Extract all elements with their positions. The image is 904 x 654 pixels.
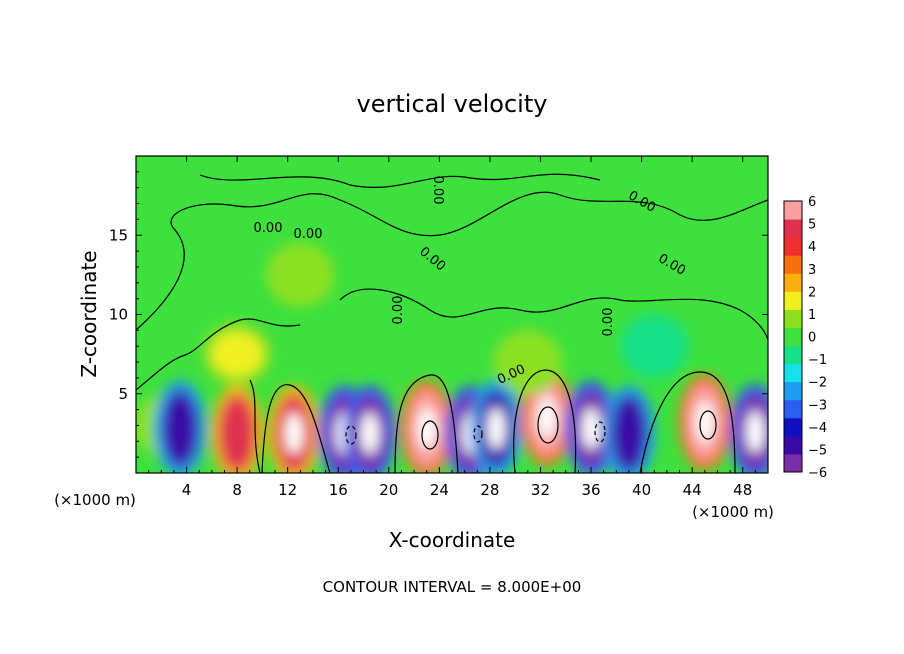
x-tick-label: 4	[182, 481, 192, 499]
colorbar-tick-label: 5	[808, 218, 816, 233]
colorbar-tick-label: 4	[808, 240, 816, 255]
colorbar-tick-label: −2	[808, 376, 827, 391]
contour-label: 0.00	[430, 176, 445, 205]
velocity-cell	[274, 252, 327, 297]
contour-line	[249, 379, 261, 473]
colorbar-tick-label: −1	[808, 353, 827, 368]
contour-line	[473, 425, 483, 443]
colorbar-swatch	[784, 237, 802, 256]
contour-label: 0.00	[391, 296, 406, 325]
contour-line	[345, 425, 357, 445]
velocity-cell	[628, 324, 681, 369]
contour-line	[699, 410, 717, 440]
x-tick-label: 12	[278, 481, 297, 499]
velocity-cell-core	[537, 396, 556, 439]
colorbar-tick-label: −4	[808, 421, 827, 436]
y-tick-label: 5	[118, 385, 128, 403]
colorbar-tick-label: 1	[808, 308, 816, 323]
x-tick-label: 32	[531, 481, 550, 499]
contour-label: 0.00	[601, 308, 616, 337]
contour-line	[261, 384, 331, 473]
colorbar-tick-label: 2	[808, 285, 816, 300]
velocity-cell-core	[695, 401, 714, 444]
y-tick-label: 15	[109, 226, 128, 244]
colorbar-tick-label: −3	[808, 398, 827, 413]
x-unit-label-left: (×1000 m)	[54, 491, 136, 509]
contour-line	[136, 318, 301, 391]
x-tick-label: 20	[379, 481, 398, 499]
colorbar-swatch	[784, 309, 802, 328]
velocity-cell-core	[360, 412, 379, 455]
colorbar-tick-label: 6	[808, 195, 816, 210]
velocity-cells	[136, 242, 768, 473]
velocity-cell	[501, 340, 554, 385]
velocity-cell-core	[487, 407, 506, 450]
x-tick-label: 48	[733, 481, 752, 499]
contour-label: 0.00	[294, 227, 323, 242]
contour-line	[537, 406, 559, 444]
colorbar-swatch	[784, 435, 802, 455]
colorbar-swatch	[784, 201, 802, 220]
x-tick-label: 16	[329, 481, 348, 499]
colorbar-tick-label: −6	[808, 466, 827, 481]
velocity-cell-core	[582, 407, 601, 450]
velocity-cell-core	[285, 412, 303, 455]
velocity-cell	[211, 332, 264, 377]
y-axis-label: Z-coordinate	[77, 250, 101, 377]
colorbar-swatch	[784, 363, 802, 383]
colorbar-tick-label: 3	[808, 263, 816, 278]
contour-label: 0.00	[254, 221, 283, 236]
contour-line	[339, 288, 768, 341]
velocity-cell-core	[417, 407, 436, 450]
colorbar-swatch	[784, 273, 802, 292]
colorbar-swatch	[784, 453, 802, 473]
velocity-cell	[610, 395, 647, 472]
x-axis: 4 8 12 16 20 24 28 32 36 40 44 48	[148, 156, 756, 499]
chart-title: vertical velocity	[357, 90, 548, 118]
x-tick-label: 8	[232, 481, 242, 499]
plot-area: 0.00 0.000.000.000.000.000.000.000.00	[136, 156, 768, 473]
y-axis: 5 10 15	[109, 171, 768, 458]
contour-line	[394, 374, 459, 473]
contour-line	[639, 371, 736, 473]
colorbar-swatch	[784, 381, 802, 401]
velocity-cell-core	[746, 410, 765, 453]
colorbar: 6 5 4 3 2 1 0 −1 −2 −3 −4 −5 −6	[783, 195, 827, 481]
colorbar-swatch	[784, 327, 802, 347]
contour-interval-text: CONTOUR INTERVAL = 8.000E+00	[323, 578, 582, 596]
contour-line	[513, 369, 577, 473]
contour-lines	[136, 173, 768, 473]
x-tick-label: 24	[430, 481, 449, 499]
colorbar-swatch	[784, 291, 802, 310]
colorbar-swatch	[784, 345, 802, 365]
x-tick-label: 28	[480, 481, 499, 499]
colorbar-swatch	[784, 219, 802, 238]
contour-line	[199, 173, 601, 188]
colorbar-tick-label: −5	[808, 443, 827, 458]
y-tick-label: 10	[109, 306, 128, 324]
x-tick-label: 44	[683, 481, 702, 499]
x-tick-label: 36	[581, 481, 600, 499]
x-tick-label: 40	[632, 481, 651, 499]
colorbar-swatch	[784, 417, 802, 437]
x-unit-label-right: (×1000 m)	[692, 503, 774, 521]
colorbar-frame	[783, 200, 803, 473]
velocity-cell	[162, 390, 199, 467]
contour-line	[136, 191, 768, 331]
contour-line	[421, 420, 439, 450]
colorbar-swatch	[784, 255, 802, 274]
contour-line	[594, 421, 606, 443]
colorbar-tick-label: 0	[808, 331, 816, 346]
colorbar-swatch	[784, 399, 802, 419]
x-axis-label: X-coordinate	[389, 528, 516, 552]
velocity-cell	[219, 395, 256, 472]
